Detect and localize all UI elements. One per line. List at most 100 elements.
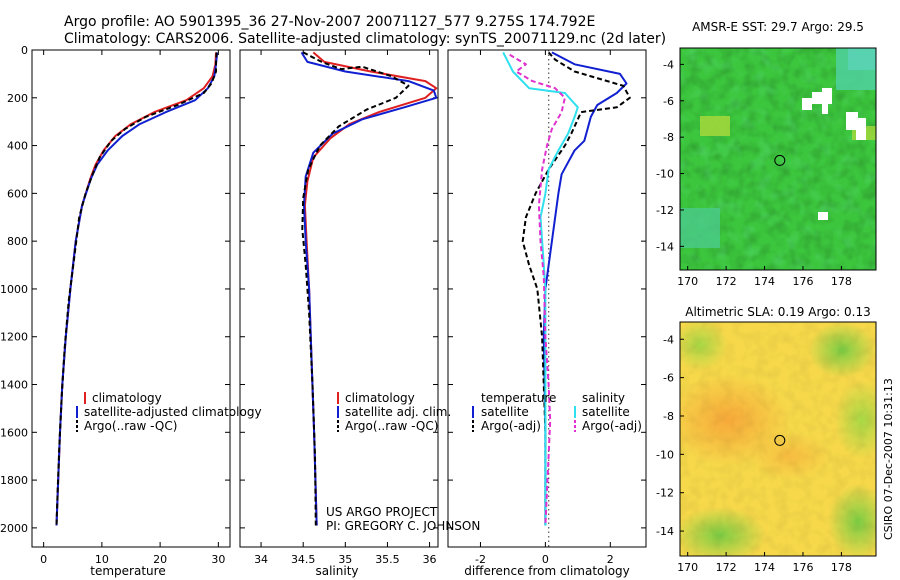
sst-cool-patch-2 [848, 48, 876, 70]
series-line-salinity-argo-adj [509, 53, 566, 526]
x-tick-label: 34 [254, 553, 268, 566]
sst-map-frame [679, 47, 877, 271]
legend-group-salinity: salinity [582, 391, 625, 405]
legend-sal-satellite: satellite [582, 405, 630, 419]
map-y-tick-label: -8 [663, 410, 674, 423]
sst-map-ticks: 170 172 174 176 178 -4 -6 -8 -10 -12 -14 [656, 58, 852, 288]
sst-map-title: AMSR-E SST: 29.7 Argo: 29.5 [692, 20, 864, 34]
map-y-tick-label: -14 [656, 525, 674, 538]
x-tick-label: 36 [423, 553, 437, 566]
sla-map [680, 322, 876, 556]
y-tick-label: 1000 [0, 283, 28, 296]
map-y-tick-label: -4 [663, 58, 674, 71]
title-line-2: Climatology: CARS2006. Satellite-adjuste… [64, 31, 666, 47]
legend-argo: Argo(..raw -QC) [84, 419, 177, 433]
map-x-tick-label: 176 [792, 561, 813, 574]
sst-cloud-mask-3 [818, 212, 828, 220]
sla-map-frame [679, 321, 877, 557]
y-tick-label: 600 [7, 187, 28, 200]
map-x-tick-label: 176 [792, 275, 813, 288]
series-line-satellite-adj-clim [300, 51, 438, 526]
y-tick-label: 1400 [0, 379, 28, 392]
legend-satellite-adjusted: satellite-adjusted climatology [84, 405, 262, 419]
sst-float-marker [774, 154, 786, 166]
sst-cool-patch-3 [680, 208, 720, 248]
salinity-legend: climatology satellite adj. clim. Argo(..… [337, 391, 451, 433]
map-x-tick-label: 170 [677, 561, 698, 574]
series-line-climatology [303, 51, 438, 526]
sla-float-marker [774, 434, 786, 446]
legend-temp-argo: Argo(-adj) [481, 419, 541, 433]
legend-sal-argo: Argo(-adj) [582, 419, 642, 433]
x-tick-label: 35.5 [375, 553, 400, 566]
difference-xlabel: difference from climatology [464, 564, 630, 578]
y-tick-label: 1800 [0, 474, 28, 487]
legend-satellite-adj: satellite adj. clim. [345, 405, 451, 419]
map-x-tick-label: 174 [754, 561, 775, 574]
map-y-tick-label: -4 [663, 333, 674, 346]
sla-map-ticks: 170 172 174 176 178 -4 -6 -8 -10 -12 -14 [656, 333, 852, 574]
map-y-tick-label: -6 [663, 372, 674, 385]
y-tick-label: 1600 [0, 426, 28, 439]
temperature-ticks: 0 10 20 30 0 200 400 600 800 1000 1200 1400 1600 1800… [0, 44, 230, 566]
map-y-tick-label: -6 [663, 95, 674, 108]
x-tick-label: 0 [40, 553, 47, 566]
difference-axes [447, 49, 647, 548]
legend-temp-satellite: satellite [481, 405, 529, 419]
timestamp-stamp: CSIRO 07-Dec-2007 10:31:13 [882, 378, 895, 540]
map-y-tick-label: -14 [656, 240, 674, 253]
difference-ticks: -2 0 2 [448, 49, 646, 566]
y-tick-label: 400 [7, 140, 28, 153]
x-tick-label: -2 [475, 553, 486, 566]
series-line-argo-raw-qc [55, 52, 218, 526]
difference-lines [502, 51, 631, 526]
temperature-axes [31, 49, 231, 548]
sla-texture [680, 322, 876, 556]
sst-cloud-mask [802, 88, 832, 114]
map-x-tick-label: 174 [754, 275, 775, 288]
x-tick-label: 34.5 [291, 553, 316, 566]
y-tick-label: 200 [7, 92, 28, 105]
map-y-tick-label: -12 [656, 204, 674, 217]
y-tick-label: 1200 [0, 331, 28, 344]
legend-argo: Argo(..raw -QC) [345, 419, 438, 433]
temperature-lines [55, 52, 219, 526]
difference-legend: temperature salinity satellite Argo(-adj… [472, 391, 642, 433]
legend-group-temperature: temperature [481, 391, 556, 405]
salinity-xlabel: salinity [315, 564, 358, 578]
legend-climatology: climatology [345, 391, 415, 405]
y-tick-label: 2000 [0, 522, 28, 535]
map-x-tick-label: 178 [831, 275, 852, 288]
sla-map-title: Altimetric SLA: 0.19 Argo: 0.13 [685, 305, 870, 319]
sst-cloud-mask-2 [846, 112, 866, 140]
map-x-tick-label: 178 [831, 561, 852, 574]
series-line-argo-raw-qc [301, 51, 410, 526]
sst-warm-patch [700, 116, 730, 136]
series-line-satellite-adjusted-climatology [55, 52, 219, 526]
map-y-tick-label: -8 [663, 131, 674, 144]
salinity-ticks: 34 34.5 35 35.5 36 [240, 49, 438, 566]
series-line-climatology [55, 52, 217, 526]
x-tick-label: 20 [153, 553, 167, 566]
temperature-legend: climatology satellite-adjusted climatolo… [76, 391, 262, 433]
map-y-tick-label: -12 [656, 487, 674, 500]
x-tick-label: 35 [338, 553, 352, 566]
x-tick-label: 2 [607, 553, 614, 566]
salinity-axes [239, 49, 439, 548]
temperature-xlabel: temperature [90, 564, 165, 578]
sst-map [680, 48, 876, 270]
y-tick-label: 0 [21, 44, 28, 57]
map-x-tick-label: 170 [677, 275, 698, 288]
map-x-tick-label: 172 [716, 561, 737, 574]
credit-pi: PI: GREGORY C. JOHNSON [326, 519, 480, 533]
x-tick-label: 0 [542, 553, 549, 566]
map-x-tick-label: 172 [716, 275, 737, 288]
legend-climatology: climatology [92, 391, 162, 405]
series-line-temperature-argo-adj [521, 51, 631, 526]
credit-project: US ARGO PROJECT [326, 505, 438, 519]
x-tick-label: 10 [95, 553, 109, 566]
x-tick-label: 30 [211, 553, 225, 566]
map-y-tick-label: -10 [656, 168, 674, 181]
title-line-1: Argo profile: AO 5901395_36 27-Nov-2007 … [64, 14, 595, 30]
